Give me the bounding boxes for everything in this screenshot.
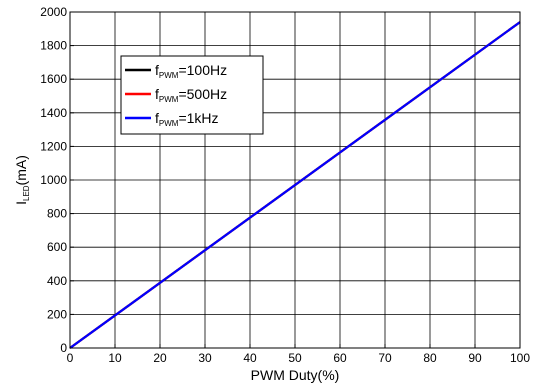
x-tick-label: 80 — [423, 351, 437, 365]
x-tick-label: 30 — [198, 351, 212, 365]
y-axis-label: ILED(mA) — [13, 155, 31, 205]
x-tick-label: 100 — [510, 351, 530, 365]
y-axis-label-sub: LED — [22, 185, 31, 201]
y-tick-label: 800 — [47, 207, 67, 221]
x-tick-label: 10 — [108, 351, 122, 365]
legend-entry-sub: PWM — [159, 95, 179, 104]
x-tick-label: 70 — [378, 351, 392, 365]
x-axis-ticks: 0 10 20 30 40 50 60 70 80 90 100 — [67, 344, 530, 365]
y-axis-label-unit: (mA) — [13, 155, 29, 185]
x-tick-label: 60 — [333, 351, 347, 365]
legend-entry-sub: PWM — [159, 71, 179, 80]
y-axis-ticks: 0 200 400 600 800 1000 1200 1400 1600 1800 2000 — [40, 5, 74, 355]
y-axis-label-main: I — [13, 201, 29, 205]
y-tick-label: 1400 — [40, 106, 67, 120]
y-tick-label: 0 — [60, 341, 67, 355]
x-tick-label: 50 — [288, 351, 302, 365]
series-line — [69, 21, 521, 349]
legend-entry-rest: =500Hz — [178, 86, 227, 102]
y-tick-label: 400 — [47, 274, 67, 288]
legend-entry-rest: =100Hz — [178, 62, 227, 78]
y-tick-label: 1800 — [40, 39, 67, 53]
x-tick-label: 0 — [67, 351, 74, 365]
y-tick-label: 1600 — [40, 72, 67, 86]
y-tick-label: 2000 — [40, 5, 67, 19]
legend-entry-main: f — [155, 86, 159, 102]
legend-entry-main: f — [155, 62, 159, 78]
y-tick-label: 1000 — [40, 173, 67, 187]
y-tick-label: 600 — [47, 240, 67, 254]
legend-entry-main: f — [155, 110, 159, 126]
legend-entry-sub: PWM — [159, 119, 179, 128]
y-tick-label: 1200 — [40, 139, 67, 153]
series-lines — [69, 21, 521, 349]
x-tick-label: 40 — [243, 351, 257, 365]
legend-entry-rest: =1kHz — [178, 110, 218, 126]
x-axis-label: PWM Duty(%) — [251, 367, 340, 383]
legend-entry: fPWM=500Hz — [155, 86, 227, 104]
legend-entry: fPWM=1kHz — [155, 110, 219, 128]
y-tick-label: 200 — [47, 307, 67, 321]
x-tick-label: 90 — [468, 351, 482, 365]
legend-entry: fPWM=100Hz — [155, 62, 227, 80]
x-tick-label: 20 — [153, 351, 167, 365]
